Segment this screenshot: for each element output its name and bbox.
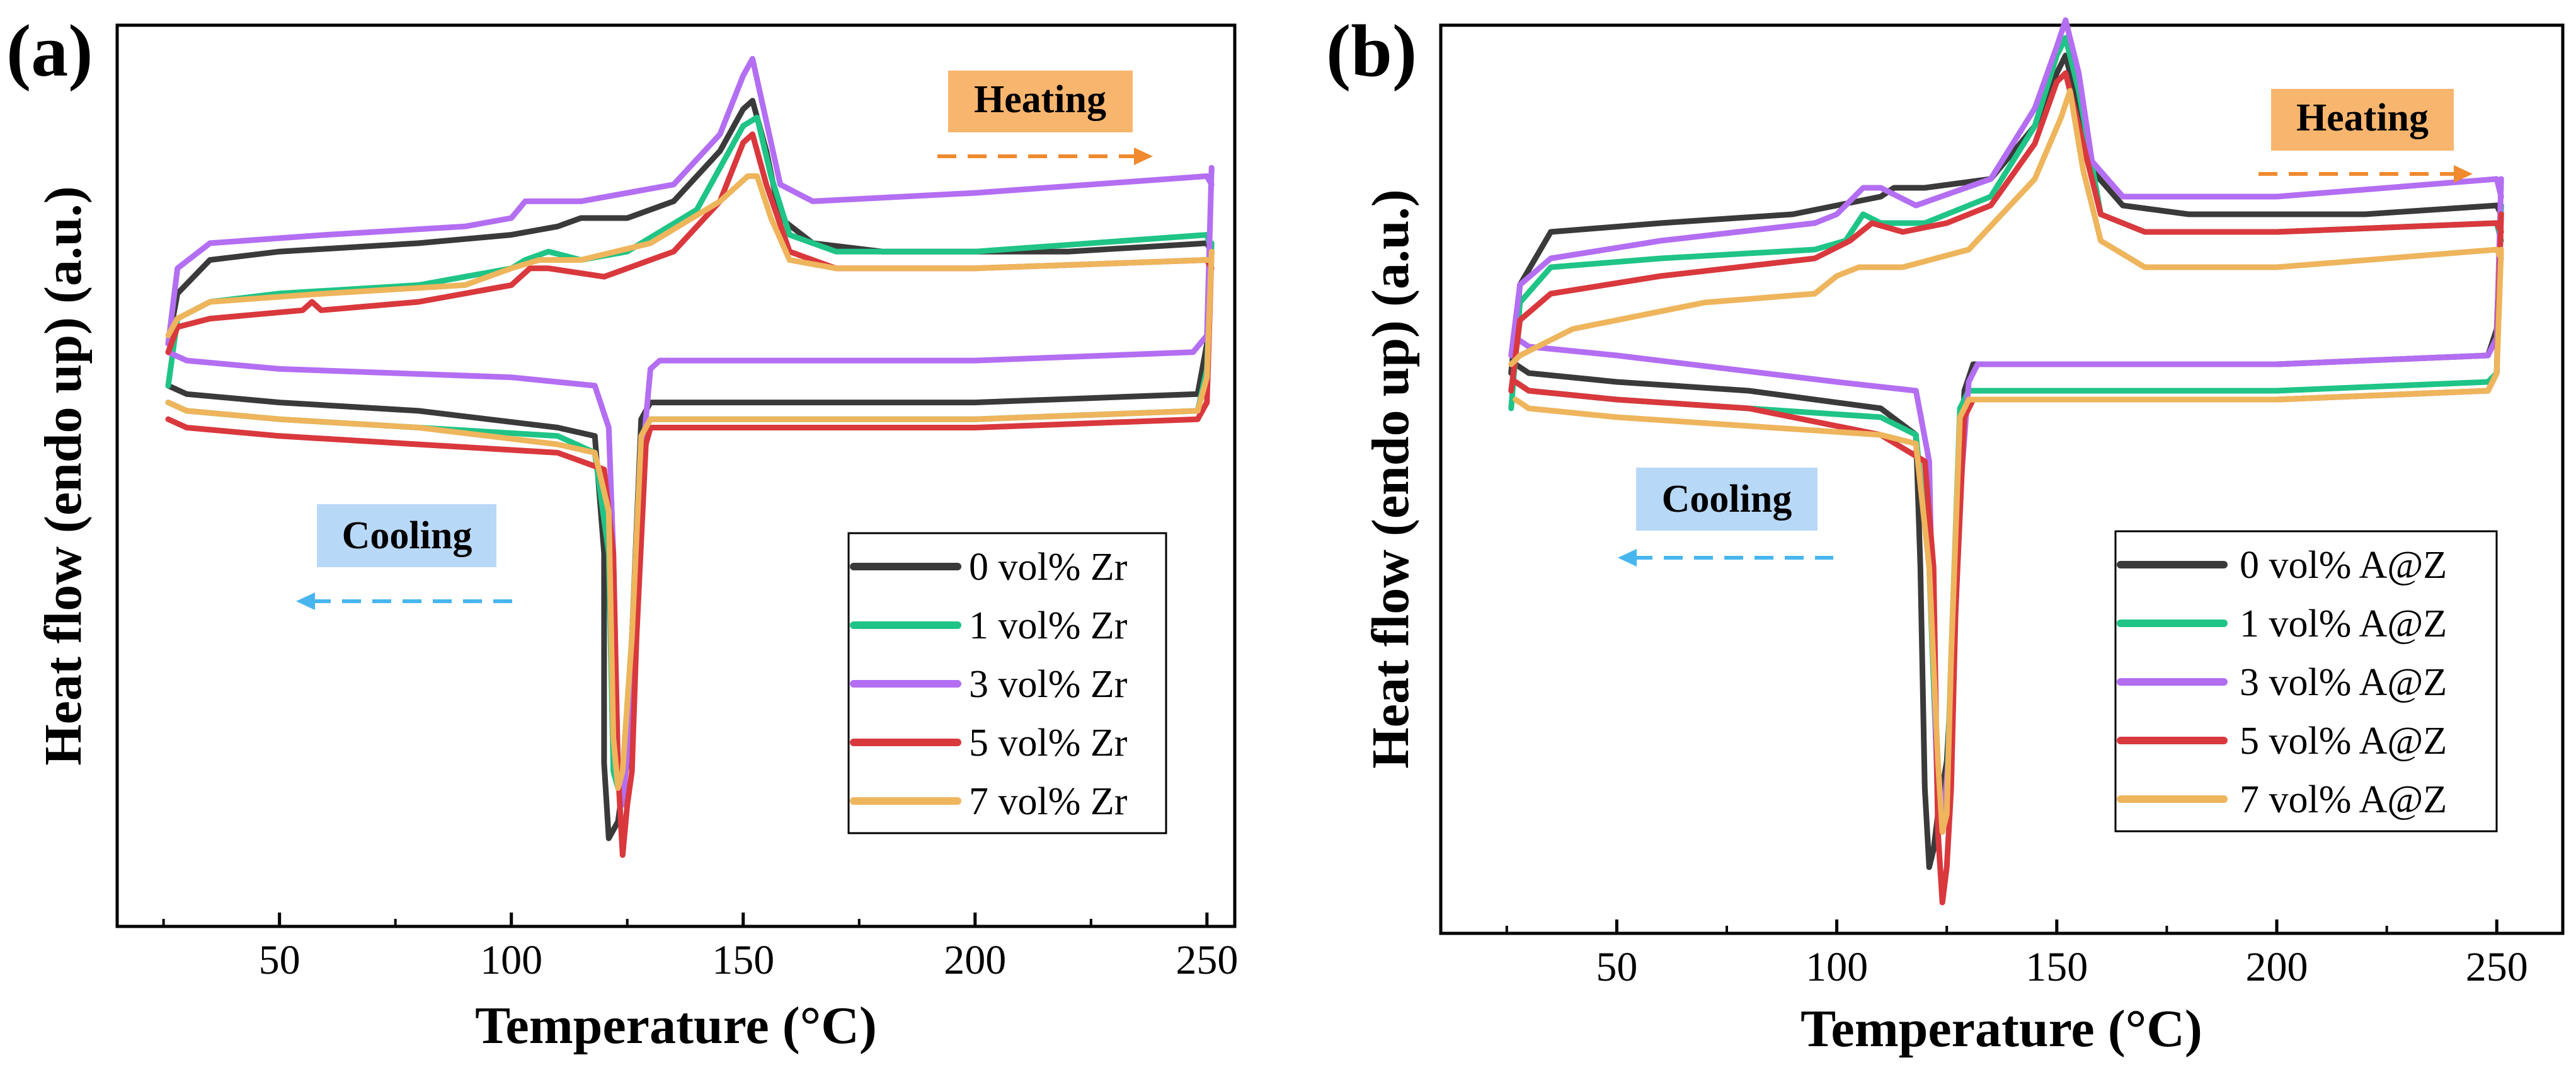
legend-label-b-1: 1 vol% A@Z xyxy=(2240,602,2447,645)
x-tick-label: 50 xyxy=(259,937,301,983)
x-tick-label: 250 xyxy=(1176,937,1238,983)
cooling-label-box-a xyxy=(317,504,496,567)
plot-frame-b xyxy=(1439,23,2565,935)
series-0-heating-line xyxy=(1508,52,2504,376)
series-5-cooling-line xyxy=(165,248,1215,858)
legend-label-a-7: 7 vol% Zr xyxy=(969,780,1128,823)
panel-a: (a) 50 100 150 200 250 Temperature (°C) Heat… xyxy=(6,9,1238,1055)
cooling-label-b: Cooling xyxy=(1662,478,1792,521)
legend-b: 0 vol% A@Z 1 vol% A@Z 3 vol% A@Z 5 vol% … xyxy=(2114,530,2498,833)
heating-label-a: Heating xyxy=(974,78,1106,121)
x-tick-label: 100 xyxy=(1806,944,1868,990)
series-7-cooling-line xyxy=(1513,246,2504,835)
panel-label-b: (b) xyxy=(1326,9,1417,92)
panel-label-a: (a) xyxy=(6,9,93,92)
series-3-heating-line xyxy=(165,55,1215,347)
panel-b: (b) 50 100 150 200 250 Temperature (°C) Heat… xyxy=(1326,9,2565,1058)
cooling-label-box-b xyxy=(1636,468,1818,531)
cooling-arrow-b xyxy=(1618,549,1833,567)
series-7-cooling-line xyxy=(165,248,1215,791)
legend-a: 0 vol% Zr 1 vol% Zr 3 vol% Zr 5 vol% Zr … xyxy=(847,532,1167,834)
heating-arrow-b xyxy=(2258,165,2473,183)
series-lines-b xyxy=(1508,17,2504,906)
legend-label-b-3: 3 vol% A@Z xyxy=(2240,661,2447,704)
heating-label-b: Heating xyxy=(2296,96,2429,139)
series-5-heating-line xyxy=(1508,70,2504,394)
heating-arrow-a xyxy=(937,147,1153,165)
series-7-heating-line xyxy=(165,173,1215,338)
series-3-heating-line xyxy=(1508,17,2504,359)
series-7-heating-line xyxy=(1508,88,2504,367)
legend-label-a-0: 0 vol% Zr xyxy=(969,546,1128,589)
series-lines-a xyxy=(165,55,1215,858)
legend-label-b-5: 5 vol% A@Z xyxy=(2240,720,2447,763)
x-ticks-a: 50 100 150 200 250 xyxy=(162,913,1238,983)
legend-label-a-3: 3 vol% Zr xyxy=(969,663,1128,706)
plot-frame-a xyxy=(115,23,1237,928)
x-tick-label: 50 xyxy=(1596,944,1637,990)
cooling-arrow-a xyxy=(296,592,515,610)
x-tick-label: 150 xyxy=(712,937,774,983)
x-tick-label: 250 xyxy=(2466,944,2528,990)
legend-label-a-5: 5 vol% Zr xyxy=(969,722,1128,764)
heating-label-box-b xyxy=(2271,89,2454,151)
x-ticks-b: 50 100 150 200 250 xyxy=(1505,919,2528,990)
heating-label-box-a xyxy=(948,71,1133,132)
x-axis-label-a: Temperature (°C) xyxy=(475,996,877,1055)
cooling-label-a: Cooling xyxy=(342,514,472,557)
legend-label-a-1: 1 vol% Zr xyxy=(969,604,1128,647)
x-tick-label: 200 xyxy=(2246,944,2308,990)
y-axis-label-a: Heat flow (endo up) (a.u.) xyxy=(34,186,93,765)
legend-label-b-0: 0 vol% A@Z xyxy=(2240,544,2447,587)
x-tick-label: 100 xyxy=(480,937,542,983)
legend-label-b-7: 7 vol% A@Z xyxy=(2240,778,2447,821)
x-tick-label: 200 xyxy=(944,937,1006,983)
x-axis-label-b: Temperature (°C) xyxy=(1800,1000,2202,1058)
series-3-cooling-line xyxy=(165,164,1215,808)
x-tick-label: 150 xyxy=(2025,944,2088,990)
y-axis-label-b: Heat flow (endo up) (a.u.) xyxy=(1361,189,1420,768)
